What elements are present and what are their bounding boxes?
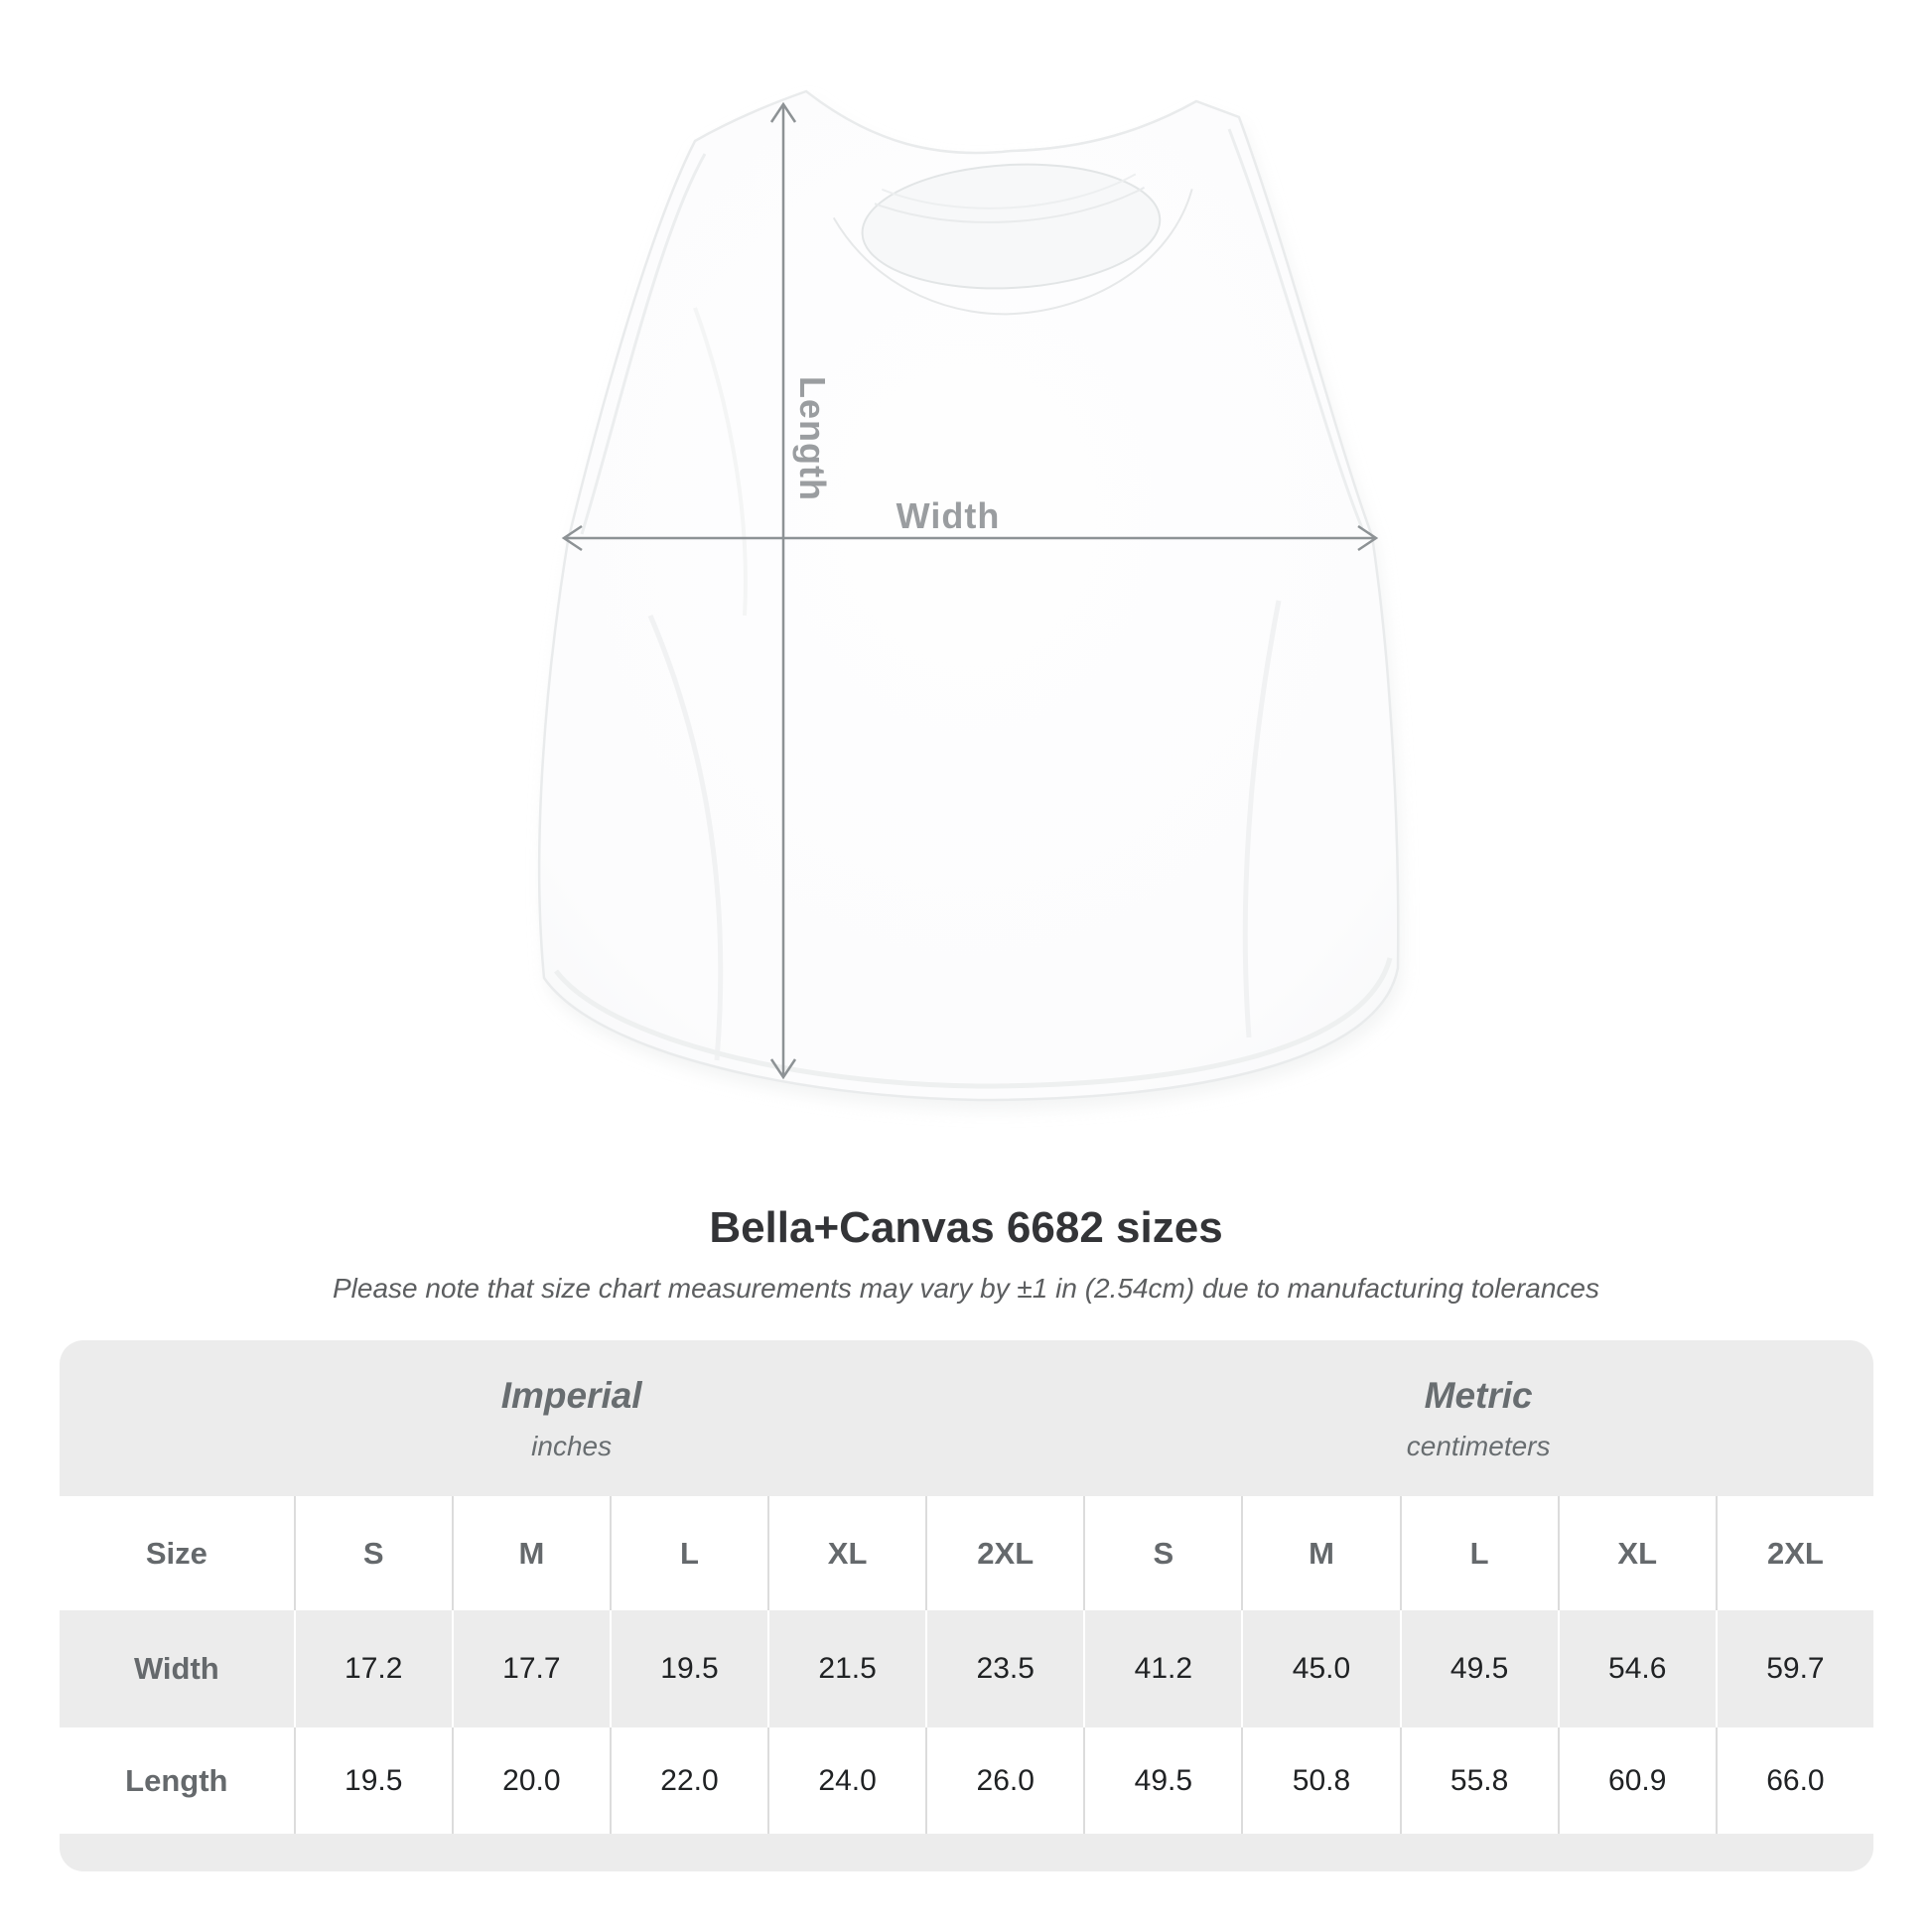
width-value: 17.7 xyxy=(451,1610,610,1727)
row-label-length: Length xyxy=(60,1727,294,1834)
size-header: M xyxy=(451,1496,610,1610)
length-arrow xyxy=(769,101,797,1080)
unit-header-imperial: Imperial inches xyxy=(60,1340,1084,1496)
hem-inner-stitch xyxy=(554,957,1393,1089)
length-value: 22.0 xyxy=(609,1727,768,1834)
length-value: 60.9 xyxy=(1557,1727,1716,1834)
page-title: Bella+Canvas 6682 sizes xyxy=(709,1203,1223,1252)
width-value: 49.5 xyxy=(1399,1610,1558,1727)
length-dimension-label: Length xyxy=(792,376,833,501)
tank-top-illustration xyxy=(537,89,1403,1110)
back-collar-band xyxy=(874,187,1146,223)
length-value: 49.5 xyxy=(1083,1727,1242,1834)
width-value: 21.5 xyxy=(767,1610,926,1727)
unit-header-row: Imperial inches Metric centimeters xyxy=(60,1340,1873,1496)
size-header: M xyxy=(1241,1496,1400,1610)
fold-line xyxy=(1242,600,1282,1038)
right-armhole-rim xyxy=(1227,128,1364,529)
width-value: 45.0 xyxy=(1241,1610,1400,1727)
size-corner-label: Size xyxy=(60,1496,294,1610)
size-header: S xyxy=(293,1496,452,1610)
size-header: L xyxy=(609,1496,768,1610)
size-header: 2XL xyxy=(1715,1496,1873,1610)
back-collar-stitch xyxy=(881,173,1137,209)
size-header: L xyxy=(1399,1496,1558,1610)
length-value: 24.0 xyxy=(767,1727,926,1834)
size-header: 2XL xyxy=(925,1496,1084,1610)
width-value: 59.7 xyxy=(1715,1610,1873,1727)
imperial-title: Imperial xyxy=(500,1374,642,1416)
tank-top-outline xyxy=(537,89,1400,1102)
width-value: 54.6 xyxy=(1557,1610,1716,1727)
tolerance-note: Please note that size chart measurements… xyxy=(333,1273,1599,1304)
size-header-row: Size S M L XL 2XL S M L XL 2XL xyxy=(60,1496,1873,1610)
fold-line xyxy=(693,307,748,617)
collar xyxy=(832,163,1193,316)
metric-title: Metric xyxy=(1424,1374,1533,1416)
size-header: XL xyxy=(1557,1496,1716,1610)
length-value: 66.0 xyxy=(1715,1727,1873,1834)
width-value: 23.5 xyxy=(925,1610,1084,1727)
size-header: S xyxy=(1083,1496,1242,1610)
left-armhole-rim xyxy=(580,153,707,535)
width-arrow xyxy=(561,524,1379,552)
length-value: 19.5 xyxy=(293,1727,452,1834)
size-table: Imperial inches Metric centimeters Size … xyxy=(60,1340,1873,1871)
imperial-subtitle: inches xyxy=(531,1430,613,1461)
size-table-container: Imperial inches Metric centimeters Size … xyxy=(60,1340,1873,1871)
width-value: 17.2 xyxy=(293,1610,452,1727)
table-footer-band xyxy=(60,1834,1873,1871)
length-value: 20.0 xyxy=(451,1727,610,1834)
metric-subtitle: centimeters xyxy=(1406,1430,1551,1461)
footer-band-cell xyxy=(60,1834,1873,1871)
width-dimension-label: Width xyxy=(896,495,1001,536)
length-value: 55.8 xyxy=(1399,1727,1558,1834)
width-value: 41.2 xyxy=(1083,1610,1242,1727)
width-row: Width 17.2 17.7 19.5 21.5 23.5 41.2 45.0… xyxy=(60,1610,1873,1727)
fold-line xyxy=(647,615,724,1061)
row-label-width: Width xyxy=(60,1610,294,1727)
length-value: 26.0 xyxy=(925,1727,1084,1834)
width-value: 19.5 xyxy=(609,1610,768,1727)
length-value: 50.8 xyxy=(1241,1727,1400,1834)
unit-header-metric: Metric centimeters xyxy=(1083,1340,1873,1496)
length-row: Length 19.5 20.0 22.0 24.0 26.0 49.5 50.… xyxy=(60,1727,1873,1834)
size-header: XL xyxy=(767,1496,926,1610)
collar-rib-outer-edge xyxy=(832,189,1193,316)
